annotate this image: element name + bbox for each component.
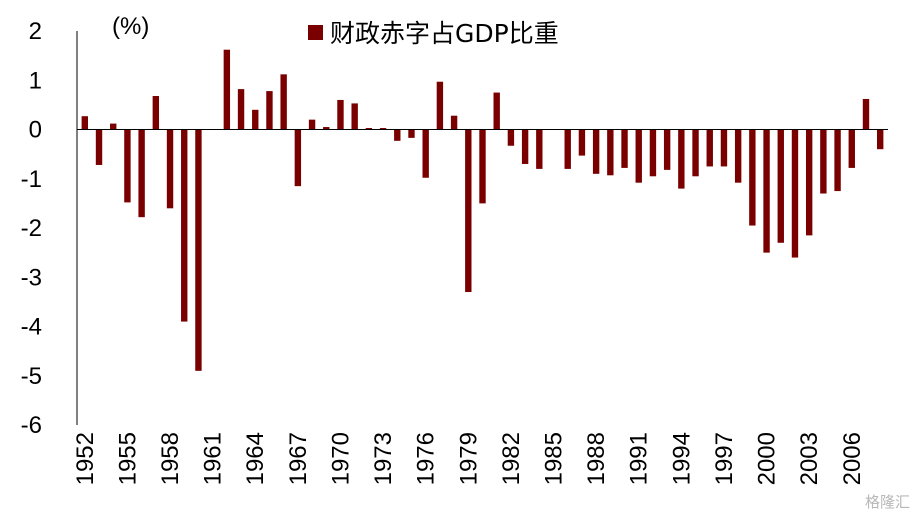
y-tick-label: -2 [21, 215, 42, 242]
bar-1969 [323, 127, 330, 130]
legend-swatch [308, 25, 323, 40]
bar-1957 [152, 96, 160, 130]
x-tick-label: 1961 [200, 432, 227, 485]
bar-2004 [820, 129, 827, 194]
bar-2001 [777, 129, 784, 243]
bar-1953 [95, 129, 103, 165]
x-tick-label: 1955 [114, 432, 141, 485]
bar-1997 [720, 129, 728, 167]
bar-1954 [110, 123, 117, 130]
y-tick-label: 0 [29, 117, 42, 144]
bar-1970 [337, 99, 344, 130]
bar-1975 [408, 129, 415, 138]
y-tick-label: -1 [21, 166, 42, 193]
bar-1984 [536, 129, 543, 169]
bar-2008 [876, 129, 884, 150]
x-tick-label: 2000 [754, 432, 781, 485]
bar-1956 [138, 129, 145, 218]
x-tick-label: 2006 [839, 432, 866, 485]
bar-2007 [862, 98, 870, 130]
bar-1977 [436, 81, 444, 130]
y-tick-label: 2 [29, 18, 42, 45]
y-tick-label: -6 [21, 412, 42, 439]
bar-1959 [181, 129, 188, 322]
x-tick-label: 1970 [327, 432, 354, 485]
x-tick-label: 1964 [242, 432, 269, 485]
y-tick-labels: 2 1 0 -1 -2 -3 -4 -5 -6 [21, 18, 42, 439]
bar-1972 [365, 128, 373, 130]
bar-1964 [252, 109, 259, 130]
bar-1958 [166, 129, 174, 209]
x-tick-label: 1985 [541, 432, 568, 485]
bar-1962 [223, 49, 231, 130]
x-tick-label: 1976 [413, 432, 440, 485]
bar-1960 [195, 129, 202, 371]
bar-1971 [351, 103, 358, 130]
bar-1989 [607, 129, 614, 176]
x-tick-label: 1982 [498, 432, 525, 485]
bar-1974 [394, 129, 401, 141]
bars-group [81, 49, 884, 371]
bar-1965 [266, 91, 273, 130]
bar-2002 [791, 129, 799, 258]
bar-1992 [649, 129, 657, 177]
bar-1979 [465, 129, 472, 293]
bar-1999 [749, 129, 756, 226]
bar-1991 [635, 129, 642, 183]
bar-1981 [493, 92, 500, 130]
x-tick-label: 1997 [711, 432, 738, 485]
y-tick-label: -4 [21, 314, 42, 341]
x-tick-label: 2003 [796, 432, 823, 485]
legend-label: 财政赤字占GDP比重 [330, 19, 559, 48]
bar-1983 [521, 129, 529, 164]
bar-1976 [422, 129, 429, 178]
bar-1967 [294, 129, 302, 187]
bar-1973 [379, 128, 387, 130]
x-tick-label: 1991 [626, 432, 653, 485]
x-tick-label: 1994 [668, 432, 695, 485]
y-unit-label: (%) [112, 13, 149, 40]
bar-1963 [237, 89, 245, 130]
x-tick-label: 1988 [583, 432, 610, 485]
bar-2005 [834, 129, 841, 192]
bar-1987 [578, 129, 586, 156]
x-tick-label: 1958 [157, 432, 184, 485]
bar-1993 [663, 129, 671, 170]
bar-1982 [507, 129, 515, 146]
x-tick-label: 1952 [72, 432, 99, 485]
x-tick-labels: 1952 1955 1958 1961 1964 1967 1970 1973 1976 1979… [72, 432, 866, 485]
bar-1978 [450, 115, 458, 130]
bar-1986 [564, 129, 571, 169]
bar-2003 [805, 129, 813, 236]
bar-1966 [280, 74, 287, 130]
bar-1955 [124, 129, 131, 203]
watermark-text: 格隆汇 [864, 493, 910, 511]
bar-1988 [592, 129, 600, 174]
y-tick-label: -5 [21, 363, 42, 390]
x-tick-label: 1973 [370, 432, 397, 485]
bar-1990 [621, 129, 628, 168]
bar-2006 [848, 129, 855, 168]
bar-1995 [692, 129, 699, 177]
bar-1996 [706, 129, 713, 167]
bar-1980 [479, 129, 486, 204]
x-tick-label: 1979 [455, 432, 482, 485]
y-tick-label: -3 [21, 264, 42, 291]
y-tick-label: 1 [29, 67, 42, 94]
bar-1998 [734, 129, 742, 183]
x-tick-label: 1967 [285, 432, 312, 485]
bar-1968 [308, 119, 316, 130]
bar-2000 [763, 129, 770, 253]
bar-1994 [678, 129, 685, 189]
bar-1952 [81, 116, 89, 130]
